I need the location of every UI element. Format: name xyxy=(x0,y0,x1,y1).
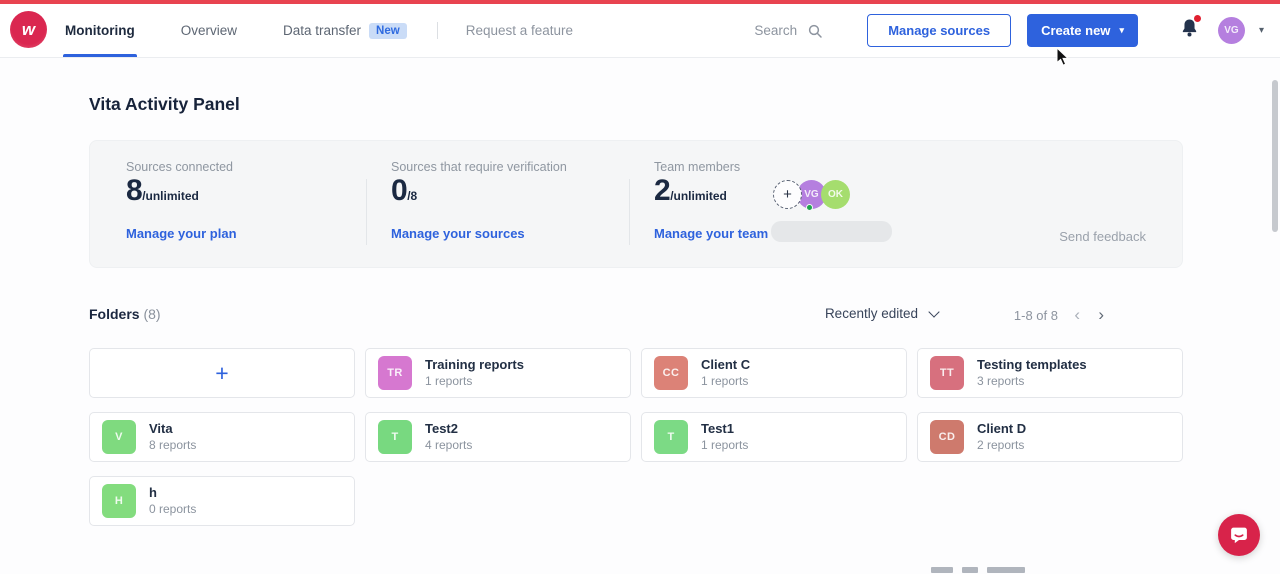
folder-name: Testing templates xyxy=(977,357,1087,372)
pagination-next-button[interactable]: › xyxy=(1098,305,1104,324)
create-new-button[interactable]: Create new ▾ xyxy=(1027,14,1138,47)
chevron-down-icon xyxy=(928,305,940,318)
stat-divider xyxy=(629,179,630,245)
vertical-scrollbar[interactable] xyxy=(1272,80,1278,232)
chat-bubble-icon xyxy=(1231,527,1247,544)
main-content: Vita Activity Panel Sources connected 8/… xyxy=(0,62,1280,574)
request-feature-link[interactable]: Request a feature xyxy=(464,4,575,57)
folder-card[interactable]: T Test2 4 reports xyxy=(365,412,631,462)
stat-divider xyxy=(366,179,367,245)
notifications-bell-icon[interactable] xyxy=(1180,14,1202,43)
folder-badge-icon: CC xyxy=(654,356,688,390)
folder-report-count: 2 reports xyxy=(977,438,1025,452)
whatagraph-logo[interactable]: w xyxy=(10,11,47,48)
chevron-down-icon: ▾ xyxy=(1119,25,1124,35)
create-new-label: Create new xyxy=(1041,23,1111,38)
header-actions: Search Manage sources Create new ▾ VG ▾ xyxy=(754,4,1264,57)
folder-badge-icon: V xyxy=(102,420,136,454)
manage-team-link[interactable]: Manage your team xyxy=(654,226,769,241)
folder-name: Client C xyxy=(701,357,751,372)
folder-badge-icon: TT xyxy=(930,356,964,390)
folder-name: Test1 xyxy=(701,421,734,436)
stat-value: 2/unlimited xyxy=(654,174,727,207)
chat-launcher-button[interactable] xyxy=(1218,514,1260,556)
top-navbar: w Monitoring Overview Data transfer New … xyxy=(0,0,1280,58)
tab-monitoring-label: Monitoring xyxy=(65,23,135,38)
folder-name: Vita xyxy=(149,421,173,436)
folder-name: Client D xyxy=(977,421,1027,436)
stat-label: Team members xyxy=(654,160,741,174)
create-folder-card[interactable]: + xyxy=(89,348,355,398)
folder-card[interactable]: V Vita 8 reports xyxy=(89,412,355,462)
folders-header: Folders (8) Recently edited 1-8 of 8 ‹ › xyxy=(89,305,1183,326)
search-input[interactable]: Search xyxy=(754,23,823,39)
folder-card[interactable]: T Test1 1 reports xyxy=(641,412,907,462)
user-avatar[interactable]: VG xyxy=(1217,17,1245,44)
sort-label: Recently edited xyxy=(824,306,918,321)
manage-sources-link[interactable]: Manage your sources xyxy=(391,226,525,241)
online-status-dot xyxy=(806,204,813,211)
folder-name: Test2 xyxy=(425,421,458,436)
tab-monitoring[interactable]: Monitoring xyxy=(63,4,137,57)
folder-badge-icon: CD xyxy=(930,420,964,454)
stat-label: Sources that require verification xyxy=(391,160,567,174)
plus-icon: + xyxy=(215,359,229,386)
send-feedback-link[interactable]: Send feedback xyxy=(1059,229,1146,244)
new-badge: New xyxy=(369,22,407,39)
fading-tooltip xyxy=(771,221,892,242)
pagination-prev-button[interactable]: ‹ xyxy=(1074,305,1080,324)
activity-summary-panel: Sources connected 8/unlimited Manage you… xyxy=(89,140,1183,268)
team-member-avatar[interactable]: OK xyxy=(821,180,850,209)
folder-report-count: 4 reports xyxy=(425,438,473,452)
folder-badge-icon: T xyxy=(378,420,412,454)
logo-letter: w xyxy=(21,19,36,39)
folder-badge-icon: H xyxy=(102,484,136,518)
folder-badge-icon: TR xyxy=(378,356,412,390)
tab-overview-label: Overview xyxy=(180,23,237,38)
pagination-range: 1-8 of 8 xyxy=(1013,308,1058,323)
folder-report-count: 3 reports xyxy=(977,374,1025,388)
folder-report-count: 1 reports xyxy=(701,438,749,452)
folder-name: Training reports xyxy=(425,357,524,372)
account-menu-chevron-icon[interactable]: ▾ xyxy=(1258,25,1264,36)
folder-card[interactable]: H h 0 reports xyxy=(89,476,355,526)
tab-data-transfer[interactable]: Data transfer New xyxy=(281,4,409,57)
nav-divider xyxy=(436,22,438,39)
add-team-member-button[interactable]: + xyxy=(773,180,802,209)
primary-nav: Monitoring Overview Data transfer New Re… xyxy=(63,4,617,57)
folder-card[interactable]: CC Client C 1 reports xyxy=(641,348,907,398)
stat-value: 0/8 xyxy=(391,174,418,207)
stat-value: 8/unlimited xyxy=(126,174,199,207)
tab-overview[interactable]: Overview xyxy=(179,4,239,57)
request-feature-label: Request a feature xyxy=(465,23,574,38)
tab-data-transfer-label: Data transfer xyxy=(283,23,362,38)
folders-grid: + TR Training reports 1 reports CC Clien… xyxy=(89,348,1183,526)
manage-plan-link[interactable]: Manage your plan xyxy=(126,226,237,241)
folders-title: Folders (8) xyxy=(89,306,161,322)
folder-name: h xyxy=(149,485,157,500)
folder-report-count: 1 reports xyxy=(701,374,749,388)
folder-report-count: 1 reports xyxy=(425,374,473,388)
stat-label: Sources connected xyxy=(126,160,234,174)
folder-card[interactable]: CD Client D 2 reports xyxy=(917,412,1183,462)
team-avatar-stack: + VG OK xyxy=(773,180,850,211)
sort-dropdown[interactable]: Recently edited xyxy=(824,305,940,321)
clipped-text-fragment xyxy=(931,567,1025,573)
notification-dot xyxy=(1192,14,1202,23)
folder-report-count: 0 reports xyxy=(149,502,197,516)
folder-report-count: 8 reports xyxy=(149,438,197,452)
folders-count: (8) xyxy=(143,306,161,322)
folder-card[interactable]: TR Training reports 1 reports xyxy=(365,348,631,398)
search-icon xyxy=(809,24,822,38)
page-title: Vita Activity Panel xyxy=(89,94,240,114)
manage-sources-button[interactable]: Manage sources xyxy=(867,14,1012,47)
folder-badge-icon: T xyxy=(654,420,688,454)
search-placeholder: Search xyxy=(754,23,798,38)
folder-card[interactable]: TT Testing templates 3 reports xyxy=(917,348,1183,398)
